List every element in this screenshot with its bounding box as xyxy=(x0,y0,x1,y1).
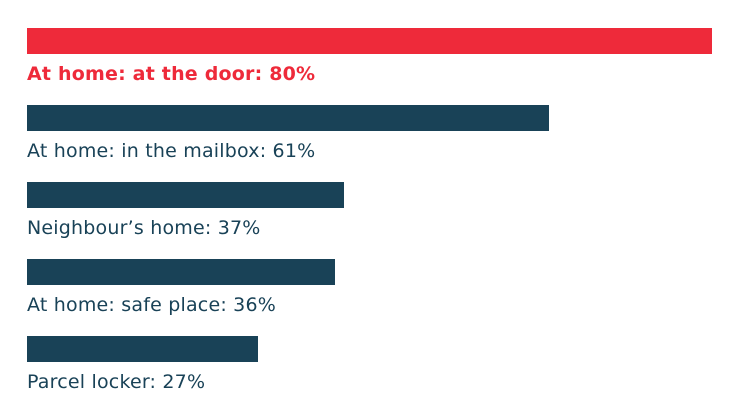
bar-label: At home: safe place: 36% xyxy=(27,294,277,316)
bar-row: Parcel locker: 27% xyxy=(27,336,258,394)
bar-label: At home: in the mailbox: 61% xyxy=(27,140,316,162)
bar-row: At home: at the door: 80% xyxy=(27,28,712,86)
bar xyxy=(27,336,258,362)
bar-row: At home: safe place: 36% xyxy=(27,259,335,317)
bar-row: At home: in the mailbox: 61% xyxy=(27,105,549,163)
bar xyxy=(27,259,335,285)
bar-label: At home: at the door: 80% xyxy=(27,63,316,85)
bar xyxy=(27,182,344,208)
bar-label: Neighbour’s home: 37% xyxy=(27,217,261,239)
bar xyxy=(27,105,549,131)
bar xyxy=(27,28,712,54)
bar-label: Parcel locker: 27% xyxy=(27,371,206,393)
bar-row: Neighbour’s home: 37% xyxy=(27,182,344,240)
